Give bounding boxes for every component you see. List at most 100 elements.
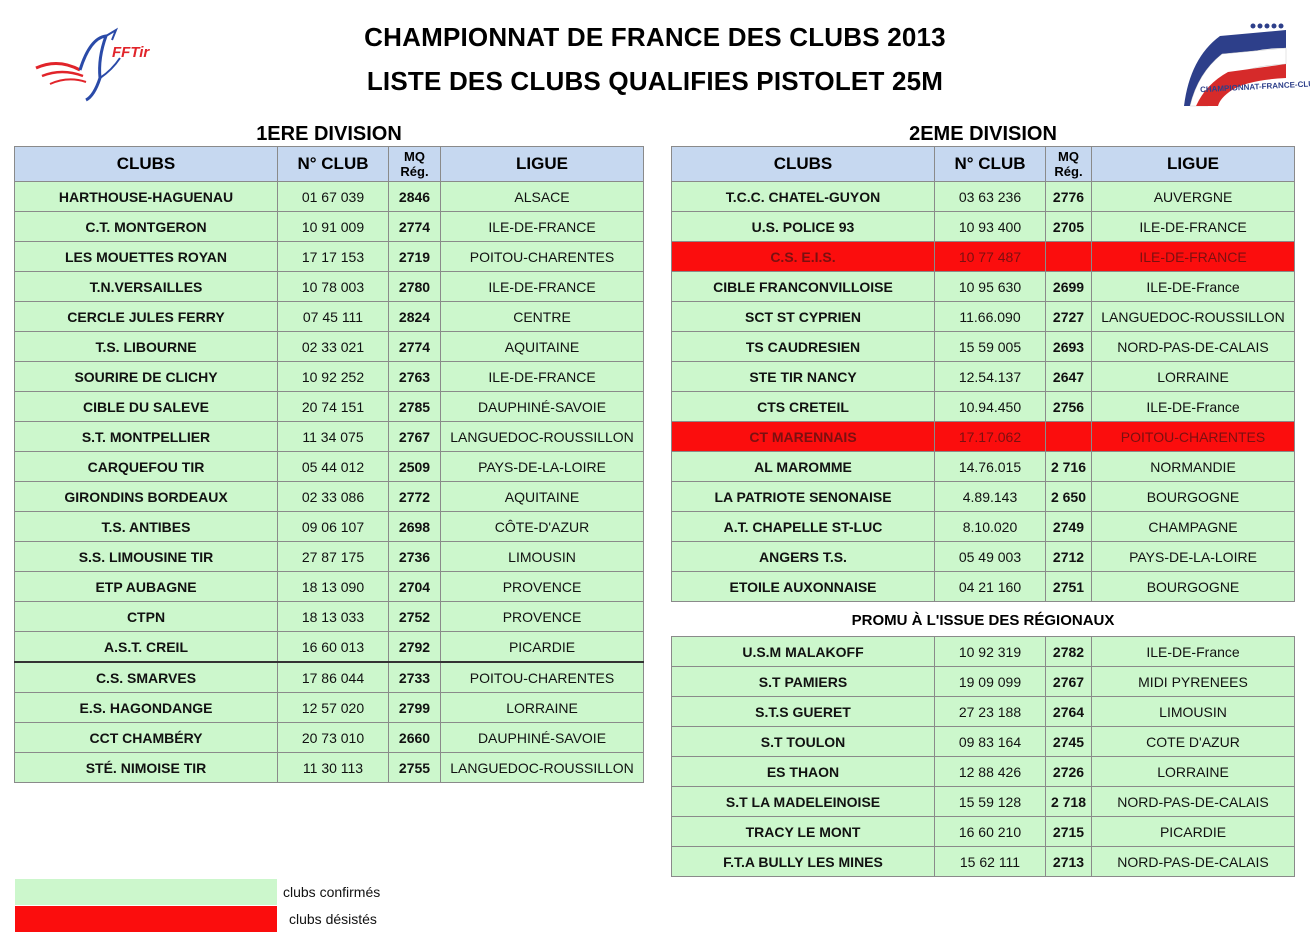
cell-club: A.S.T. CREIL [14,631,278,663]
cell-club: CIBLE FRANCONVILLOISE [671,271,935,302]
table-row: CARQUEFOU TIR 05 44 012 2509 PAYS-DE-LA-LOI… [14,451,644,482]
cell-club: U.S. POLICE 93 [671,211,935,242]
cell-club-number: 17 17 153 [277,241,389,272]
cell-club-number: 15 59 128 [934,786,1046,817]
table-row: S.T. MONTPELLIER 11 34 075 2767 LANGUEDOC-R… [14,421,644,452]
cell-ligue: PROVENCE [440,571,644,602]
cell-club-number: 20 73 010 [277,722,389,753]
table-row: CERCLE JULES FERRY 07 45 111 2824 CENTRE [14,301,644,332]
cell-club: STÉ. NIMOISE TIR [14,752,278,783]
table-row: CT MARENNAIS 17.17.062 POITOU-CHARENTES [671,421,1295,452]
cell-club: T.S. LIBOURNE [14,331,278,362]
cell-mq: 2763 [388,361,441,392]
table-row: LES MOUETTES ROYAN 17 17 153 2719 POITOU-CH… [14,241,644,272]
cell-mq [1045,241,1092,272]
cell-club-number: 02 33 021 [277,331,389,362]
cell-ligue: PROVENCE [440,601,644,632]
cell-mq: 2736 [388,541,441,572]
legend-withdrawn-label: clubs désistés [289,911,377,927]
cell-mq: 2705 [1045,211,1092,242]
cell-club: C.S. SMARVES [14,661,278,693]
cell-ligue: ILE-DE-France [1091,271,1295,302]
division-1-table: CLUBS N° CLUB MQ Rég. LIGUE HARTHOUSE-HAG… [14,146,644,783]
table-row: U.S. POLICE 93 10 93 400 2705 ILE-DE-FRANCE [671,211,1295,242]
cell-club: ES THAON [671,756,935,787]
cell-club-number: 11.66.090 [934,301,1046,332]
table-row: CIBLE FRANCONVILLOISE 10 95 630 2699 ILE-DE… [671,271,1295,302]
cell-club-number: 09 06 107 [277,511,389,542]
cell-mq: 2799 [388,692,441,723]
cell-ligue: AQUITAINE [440,331,644,362]
cell-ligue: AQUITAINE [440,481,644,512]
cell-club: CTS CRETEIL [671,391,935,422]
cell-mq: 2 650 [1045,481,1092,512]
cell-ligue: LANGUEDOC-ROUSSILLON [1091,301,1295,332]
division-2-title: 2EME DIVISION [909,123,1057,145]
cell-ligue: MIDI PYRENEES [1091,666,1295,697]
cell-club-number: 12 57 020 [277,692,389,723]
cell-club: F.T.A BULLY LES MINES [671,846,935,877]
page-title: CHAMPIONNAT DE FRANCE DES CLUBS 2013 [364,22,946,52]
cell-club: ETP AUBAGNE [14,571,278,602]
table-row: STE TIR NANCY 12.54.137 2647 LORRAINE [671,361,1295,392]
cell-mq: 2713 [1045,846,1092,877]
cell-club-number: 19 09 099 [934,666,1046,697]
cell-ligue: ILE-DE-France [1091,636,1295,667]
division-1-title: 1ERE DIVISION [256,123,402,145]
col-header-num: N° CLUB [277,146,389,182]
cell-ligue: PICARDIE [1091,816,1295,847]
cell-club: E.S. HAGONDANGE [14,692,278,723]
cell-club-number: 10 92 252 [277,361,389,392]
cell-club-number: 10 91 009 [277,211,389,242]
cell-ligue: CENTRE [440,301,644,332]
cell-club: CCT CHAMBÉRY [14,722,278,753]
cell-club: T.N.VERSAILLES [14,271,278,302]
col-header-mq: MQ Rég. [1045,146,1092,182]
cell-mq: 2699 [1045,271,1092,302]
cell-club-number: 18 13 090 [277,571,389,602]
cell-ligue: LORRAINE [1091,756,1295,787]
cell-mq: 2647 [1045,361,1092,392]
cell-club-number: 12 88 426 [934,756,1046,787]
cell-club-number: 15 59 005 [934,331,1046,362]
cell-mq: 2756 [1045,391,1092,422]
cell-club-number: 11 34 075 [277,421,389,452]
cell-mq: 2752 [388,601,441,632]
col-header-clubs: CLUBS [671,146,935,182]
cell-club-number: 10.94.450 [934,391,1046,422]
cell-club: CERCLE JULES FERRY [14,301,278,332]
col-header-clubs: CLUBS [14,146,278,182]
cell-mq: 2772 [388,481,441,512]
cell-mq: 2792 [388,631,441,663]
cell-club: CT MARENNAIS [671,421,935,452]
cell-mq: 2780 [388,271,441,302]
division-2-table: CLUBS N° CLUB MQ Rég. LIGUE T.C.C. CHATEL… [671,146,1295,602]
cell-club: S.T PAMIERS [671,666,935,697]
table-row: STÉ. NIMOISE TIR 11 30 113 2755 LANGUEDOC-R… [14,752,644,783]
cell-club: U.S.M MALAKOFF [671,636,935,667]
cell-club-number: 17 86 044 [277,661,389,693]
championnat-logo: CHAMPIONNAT-FRANCE-CLUBS [1180,18,1310,110]
cell-ligue: POITOU-CHARENTES [440,241,644,272]
cell-mq: 2733 [388,661,441,693]
cell-club: ETOILE AUXONNAISE [671,571,935,602]
cell-club: C.S. E.I.S. [671,241,935,272]
flag-swoosh-icon [1184,23,1287,107]
table-row: C.T. MONTGERON 10 91 009 2774 ILE-DE-FRANCE [14,211,644,242]
table-row: T.S. LIBOURNE 02 33 021 2774 AQUITAINE [14,331,644,362]
table-row: ANGERS T.S. 05 49 003 2712 PAYS-DE-LA-LOIRE [671,541,1295,572]
cell-ligue: COTE D'AZUR [1091,726,1295,757]
cell-ligue: POITOU-CHARENTES [1091,421,1295,452]
cell-club-number: 27 23 188 [934,696,1046,727]
cell-mq: 2745 [1045,726,1092,757]
cell-ligue: NORD-PAS-DE-CALAIS [1091,331,1295,362]
cell-ligue: ILE-DE-FRANCE [440,361,644,392]
cell-mq: 2774 [388,331,441,362]
cell-ligue: ILE-DE-France [1091,391,1295,422]
table-row: GIRONDINS BORDEAUX 02 33 086 2772 AQUITAINE [14,481,644,512]
col-header-ligue: LIGUE [1091,146,1295,182]
page-subtitle: LISTE DES CLUBS QUALIFIES PISTOLET 25M [366,66,944,96]
table-row: TRACY LE MONT 16 60 210 2715 PICARDIE [671,816,1295,847]
cell-club: S.T TOULON [671,726,935,757]
col-header-mq: MQ Rég. [388,146,441,182]
